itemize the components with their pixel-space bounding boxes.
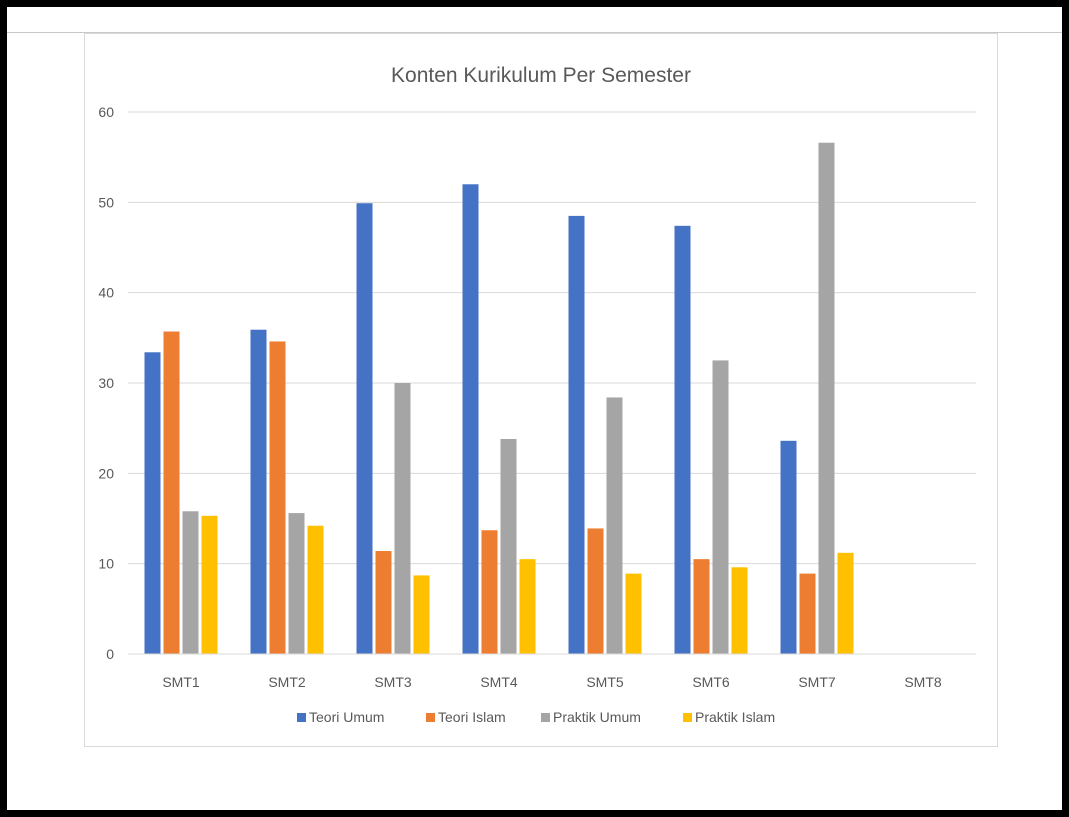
bar-praktik-islam-smt5 [626,574,642,654]
x-tick-label: SMT1 [162,674,200,690]
bar-teori-umum-smt6 [675,226,691,654]
legend-swatch [297,713,306,722]
bar-praktik-islam-smt3 [414,575,430,654]
y-tick-label: 50 [98,194,114,210]
x-tick-label: SMT7 [798,674,836,690]
x-tick-label: SMT6 [692,674,730,690]
bar-teori-islam-smt7 [800,574,816,654]
bar-praktik-islam-smt4 [520,559,536,654]
bar-praktik-islam-smt2 [308,526,324,654]
bar-praktik-umum-smt1 [183,511,199,654]
bars [145,143,854,654]
bar-teori-islam-smt4 [482,530,498,654]
legend-label: Teori Islam [438,709,506,725]
x-tick-label: SMT3 [374,674,412,690]
y-tick-label: 30 [98,375,114,391]
bar-praktik-umum-smt3 [395,383,411,654]
bar-praktik-umum-smt7 [819,143,835,654]
bar-teori-umum-smt4 [463,184,479,654]
x-axis-ticks: SMT1 SMT2 SMT3 SMT4 SMT5 SMT6 SMT7 SMT8 [162,674,942,690]
legend-label: Teori Umum [309,709,384,725]
x-tick-label: SMT2 [268,674,306,690]
bar-teori-umum-smt2 [251,330,267,654]
bar-praktik-umum-smt4 [501,439,517,654]
bar-teori-islam-smt1 [164,332,180,654]
bar-teori-umum-smt7 [781,441,797,654]
bar-teori-islam-smt3 [376,551,392,654]
y-axis-ticks: 0 10 20 30 40 50 60 [98,104,114,662]
legend-swatch [683,713,692,722]
bar-praktik-umum-smt2 [289,513,305,654]
bar-praktik-umum-smt5 [607,397,623,654]
x-tick-label: SMT4 [480,674,518,690]
x-tick-label: SMT5 [586,674,624,690]
bar-teori-islam-smt2 [270,341,286,654]
legend-swatch [541,713,550,722]
y-tick-label: 10 [98,556,114,572]
bar-teori-islam-smt5 [588,528,604,654]
chart-title: Konten Kurikulum Per Semester [391,64,691,87]
bar-teori-umum-smt3 [357,203,373,654]
y-tick-label: 20 [98,465,114,481]
bar-praktik-islam-smt1 [202,516,218,654]
y-tick-label: 0 [106,646,114,662]
bar-praktik-islam-smt6 [732,567,748,654]
legend-label: Praktik Umum [553,709,641,725]
legend-label: Praktik Islam [695,709,775,725]
y-tick-label: 60 [98,104,114,120]
bar-praktik-islam-smt7 [838,553,854,654]
x-tick-label: SMT8 [904,674,942,690]
legend: Teori Umum Teori Islam Praktik Umum Praktik… [297,709,775,725]
bar-teori-islam-smt6 [694,559,710,654]
bar-praktik-umum-smt6 [713,360,729,654]
bar-teori-umum-smt5 [569,216,585,654]
y-tick-label: 40 [98,285,114,301]
legend-swatch [426,713,435,722]
bar-teori-umum-smt1 [145,352,161,654]
